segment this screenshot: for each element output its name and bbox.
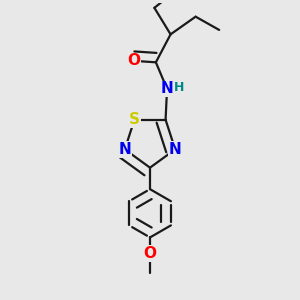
Text: O: O bbox=[143, 246, 157, 261]
Text: N: N bbox=[118, 142, 131, 157]
Text: N: N bbox=[169, 142, 182, 157]
Text: S: S bbox=[129, 112, 140, 127]
Text: O: O bbox=[127, 53, 140, 68]
Text: H: H bbox=[174, 81, 184, 94]
Text: N: N bbox=[161, 81, 173, 96]
